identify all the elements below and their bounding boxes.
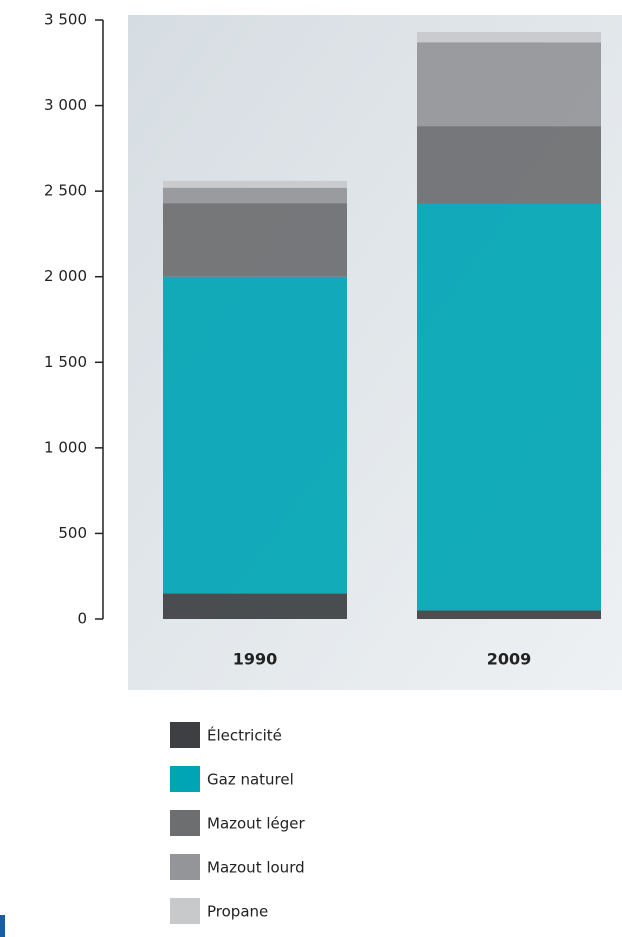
- y-tick-label: 1 500: [44, 353, 87, 371]
- bar-segment: [163, 180, 347, 188]
- legend-label: Mazout lourd: [207, 859, 305, 877]
- bar-segment: [163, 187, 347, 204]
- legend-label: Mazout léger: [207, 815, 305, 833]
- bar-segment: [417, 31, 601, 43]
- x-tick-label: 2009: [487, 650, 532, 669]
- bar-segment: [417, 203, 601, 611]
- legend-swatch: [170, 898, 200, 924]
- legend-label: Électricité: [207, 726, 282, 745]
- bar-segment: [163, 276, 347, 594]
- legend-label: Gaz naturel: [207, 771, 294, 789]
- x-tick-label: 1990: [233, 650, 278, 669]
- y-tick-label: 3 500: [44, 11, 87, 29]
- bar-segment: [417, 610, 601, 619]
- y-tick-label: 0: [77, 610, 87, 628]
- y-tick-label: 1 000: [44, 438, 87, 456]
- bar-segment: [163, 593, 347, 619]
- legend-swatch: [170, 766, 200, 792]
- y-tick-label: 500: [58, 524, 87, 542]
- legend-swatch: [170, 854, 200, 880]
- edge-mark: [0, 915, 5, 937]
- bar-segment: [163, 203, 347, 277]
- legend-swatch: [170, 722, 200, 748]
- y-tick-label: 2 000: [44, 267, 87, 285]
- y-tick-label: 2 500: [44, 182, 87, 200]
- legend-swatch: [170, 810, 200, 836]
- y-tick-label: 3 000: [44, 96, 87, 114]
- bar-segment: [417, 126, 601, 204]
- bar-segment: [417, 42, 601, 127]
- legend-label: Propane: [207, 903, 268, 921]
